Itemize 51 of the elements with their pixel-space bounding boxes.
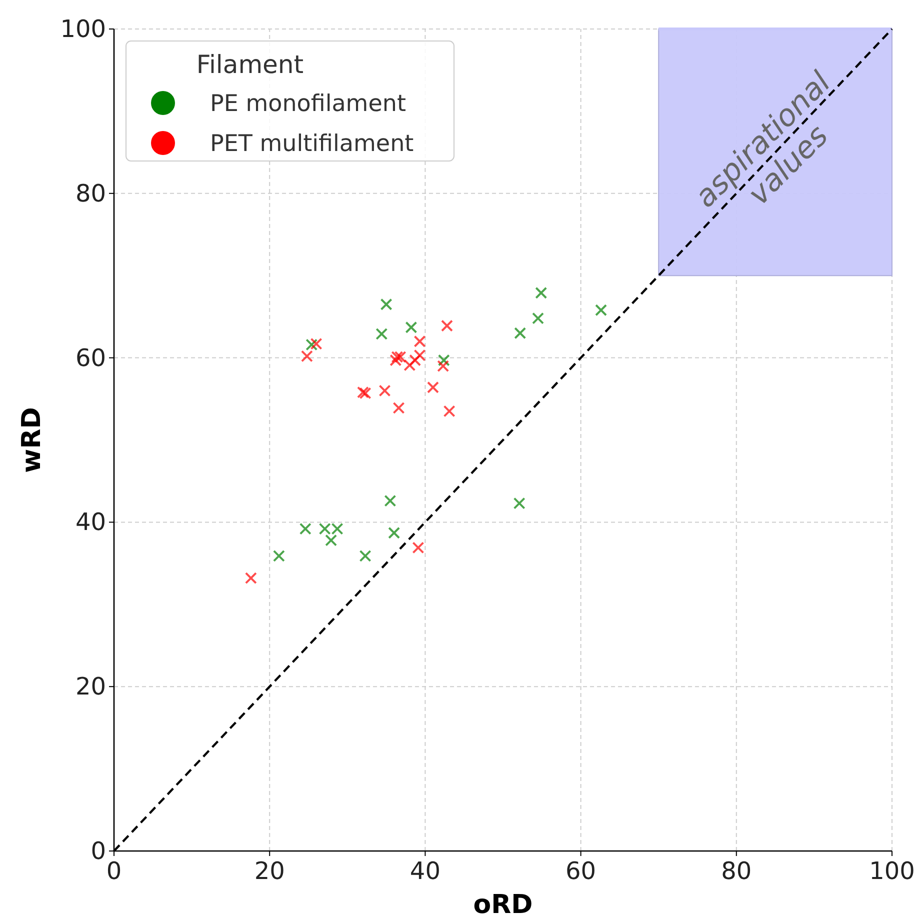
point [438, 354, 450, 366]
legend-label: PE monofilament [210, 91, 406, 117]
point [514, 327, 526, 340]
point [391, 350, 404, 363]
point [426, 381, 439, 394]
point [392, 402, 405, 414]
point [414, 349, 426, 362]
point [595, 304, 608, 316]
legend-title: Filament [196, 50, 304, 79]
y-tick-label: 80 [75, 179, 106, 208]
point [532, 312, 544, 324]
point [412, 542, 424, 554]
point [414, 335, 426, 348]
y-axis-title: wRD [17, 407, 47, 473]
point [384, 494, 396, 507]
point [306, 338, 318, 351]
point [380, 298, 392, 310]
point [272, 550, 285, 562]
point [244, 572, 257, 584]
y-tick-label: 20 [75, 672, 106, 701]
point [437, 360, 450, 372]
x-axis-title: oRD [473, 890, 533, 917]
legend-label: PET multifilament [210, 131, 414, 157]
point [409, 354, 422, 366]
point [390, 354, 402, 366]
y-tick-label: 100 [60, 15, 106, 43]
x-tick-label: 100 [869, 857, 915, 885]
point [356, 386, 369, 398]
point [378, 384, 391, 397]
x-tick-label: 60 [566, 857, 596, 885]
x-tick-label: 40 [410, 857, 440, 885]
y-tick-label: 60 [75, 344, 106, 372]
y-tick-label: 0 [90, 837, 106, 865]
point [404, 359, 416, 372]
point [359, 387, 372, 400]
point [376, 328, 388, 340]
point [299, 522, 312, 535]
point [440, 320, 453, 332]
y-tick-label: 40 [75, 508, 106, 536]
x-tick-label: 80 [721, 857, 752, 885]
point [310, 338, 322, 350]
point [443, 405, 456, 418]
point [300, 350, 313, 362]
point [359, 550, 372, 562]
point [388, 526, 400, 539]
x-tick-label: 20 [254, 857, 285, 885]
point [513, 497, 526, 510]
point [394, 350, 406, 363]
point [325, 534, 338, 546]
point [405, 321, 418, 334]
point [535, 286, 548, 299]
